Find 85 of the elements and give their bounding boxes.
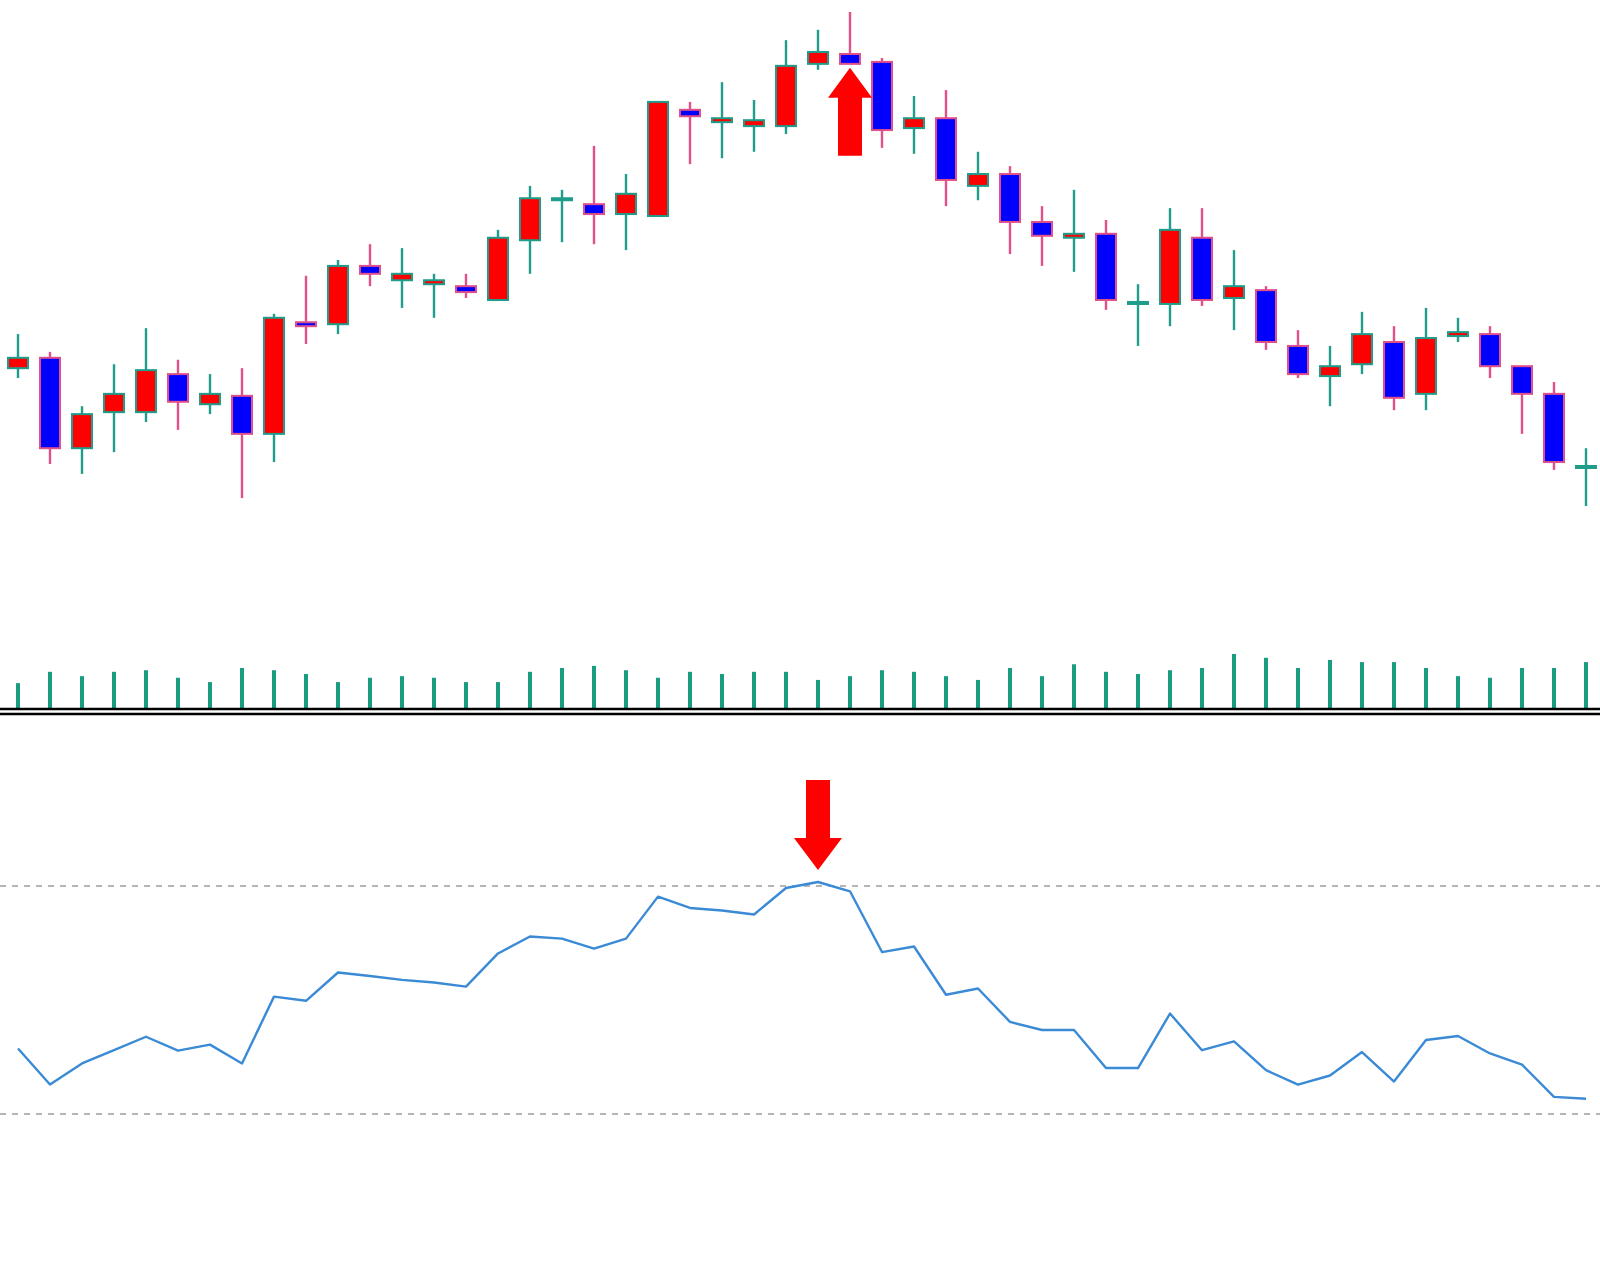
bar bbox=[304, 673, 308, 708]
bar bbox=[1520, 668, 1524, 708]
bar bbox=[592, 665, 596, 708]
bar bbox=[208, 682, 212, 708]
candlestick bbox=[71, 405, 93, 476]
bar bbox=[16, 683, 20, 708]
bar bbox=[528, 671, 532, 708]
candlestick bbox=[743, 98, 765, 153]
candlestick bbox=[711, 80, 733, 160]
bar bbox=[144, 670, 148, 708]
candlestick bbox=[135, 326, 157, 424]
bar bbox=[1136, 673, 1140, 708]
candlestick bbox=[839, 10, 861, 66]
bar bbox=[816, 679, 820, 708]
bar bbox=[1168, 670, 1172, 708]
bar bbox=[272, 670, 276, 708]
candlestick bbox=[103, 363, 125, 454]
bar bbox=[976, 679, 980, 708]
bar bbox=[336, 682, 340, 708]
candlestick bbox=[199, 372, 221, 416]
bar bbox=[112, 671, 116, 708]
bar bbox=[1200, 668, 1204, 708]
bar bbox=[656, 677, 660, 708]
bar bbox=[1392, 662, 1396, 708]
bar bbox=[1360, 662, 1364, 708]
bar bbox=[720, 673, 724, 708]
bar bbox=[48, 671, 52, 708]
bar bbox=[688, 671, 692, 708]
candlestick bbox=[679, 100, 701, 166]
bar bbox=[432, 677, 436, 708]
bar bbox=[1552, 668, 1556, 708]
bar bbox=[880, 670, 884, 708]
bar bbox=[176, 677, 180, 708]
candlestick bbox=[1447, 316, 1469, 344]
bar bbox=[1456, 676, 1460, 708]
bar bbox=[1488, 677, 1492, 708]
bar bbox=[944, 676, 948, 708]
candlestick bbox=[1319, 344, 1341, 408]
candlestick bbox=[583, 144, 605, 246]
candlestick bbox=[999, 164, 1021, 256]
bar bbox=[80, 676, 84, 708]
bar bbox=[1232, 654, 1236, 708]
bar bbox=[496, 682, 500, 708]
candlestick bbox=[231, 366, 253, 500]
bar bbox=[1264, 657, 1268, 708]
candlestick bbox=[967, 150, 989, 202]
candlestick bbox=[519, 184, 541, 276]
bar bbox=[1328, 659, 1332, 708]
candlestick bbox=[615, 172, 637, 252]
bar bbox=[1104, 671, 1108, 708]
candlestick bbox=[455, 272, 477, 300]
candlestick bbox=[1223, 248, 1245, 332]
bar bbox=[912, 671, 916, 708]
candlestick bbox=[7, 332, 29, 380]
candlestick bbox=[1351, 310, 1373, 376]
candlestick bbox=[1511, 365, 1533, 436]
bar bbox=[560, 668, 564, 708]
candlestick bbox=[1287, 328, 1309, 380]
candlestick bbox=[295, 274, 317, 346]
candlestick bbox=[1479, 324, 1501, 380]
bar bbox=[464, 682, 468, 708]
bar bbox=[624, 670, 628, 708]
bar bbox=[240, 668, 244, 708]
bar bbox=[1072, 664, 1076, 708]
bar bbox=[848, 676, 852, 708]
candlestick bbox=[903, 94, 925, 155]
candlestick bbox=[1063, 188, 1085, 274]
bar bbox=[784, 671, 788, 708]
bar bbox=[752, 671, 756, 708]
candlestick bbox=[551, 188, 573, 244]
candlestick bbox=[359, 242, 381, 288]
candlestick bbox=[1575, 447, 1597, 508]
candlestick bbox=[807, 28, 829, 71]
bar bbox=[1008, 668, 1012, 708]
candlestick bbox=[1031, 204, 1053, 268]
bar bbox=[1040, 676, 1044, 708]
bar bbox=[1424, 668, 1428, 708]
bar bbox=[400, 676, 404, 708]
bar bbox=[368, 677, 372, 708]
bar bbox=[1296, 668, 1300, 708]
candlestick bbox=[391, 246, 413, 310]
candlestick bbox=[423, 272, 445, 319]
bar bbox=[1584, 662, 1588, 708]
candlestick bbox=[1127, 282, 1149, 348]
candlestick bbox=[167, 358, 189, 432]
